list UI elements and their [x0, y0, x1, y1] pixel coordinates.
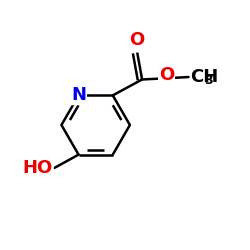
Text: 3: 3	[204, 74, 212, 88]
Text: HO: HO	[23, 159, 53, 177]
Text: CH: CH	[190, 68, 218, 86]
Text: N: N	[71, 86, 86, 104]
Text: O: O	[130, 31, 145, 49]
Text: O: O	[159, 66, 174, 84]
